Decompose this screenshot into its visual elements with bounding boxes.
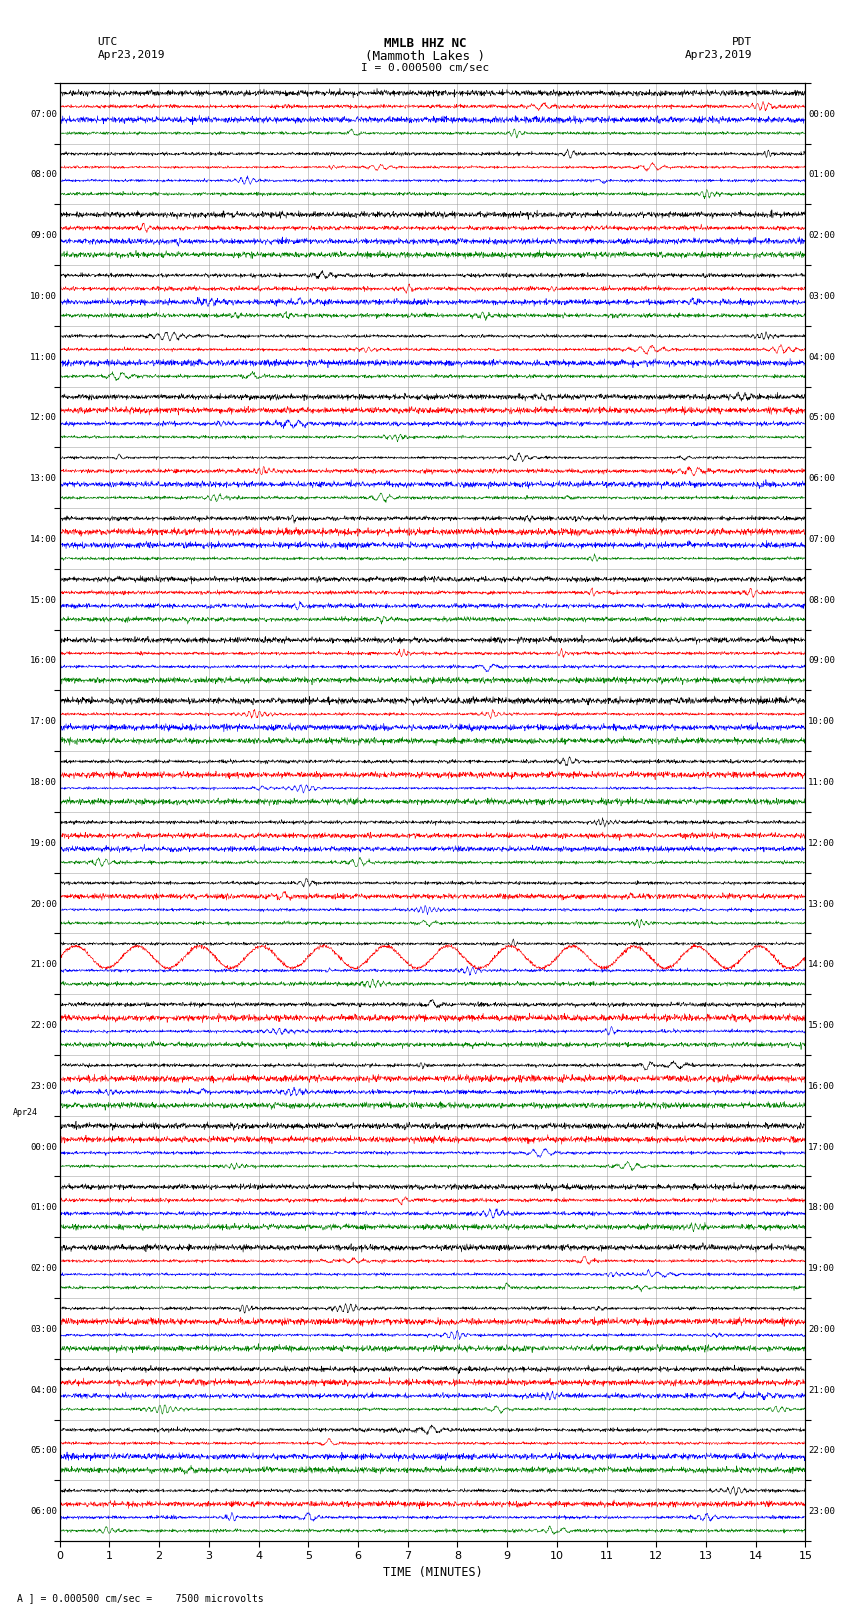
Text: UTC: UTC	[98, 37, 118, 47]
Text: MMLB HHZ NC: MMLB HHZ NC	[383, 37, 467, 50]
X-axis label: TIME (MINUTES): TIME (MINUTES)	[382, 1566, 483, 1579]
Text: PDT: PDT	[732, 37, 752, 47]
Text: Apr24: Apr24	[13, 1108, 37, 1118]
Text: Apr23,2019: Apr23,2019	[685, 50, 752, 60]
Text: A ] = 0.000500 cm/sec =    7500 microvolts: A ] = 0.000500 cm/sec = 7500 microvolts	[17, 1594, 264, 1603]
Text: Apr23,2019: Apr23,2019	[98, 50, 165, 60]
Text: I = 0.000500 cm/sec: I = 0.000500 cm/sec	[361, 63, 489, 73]
Text: (Mammoth Lakes ): (Mammoth Lakes )	[365, 50, 485, 63]
